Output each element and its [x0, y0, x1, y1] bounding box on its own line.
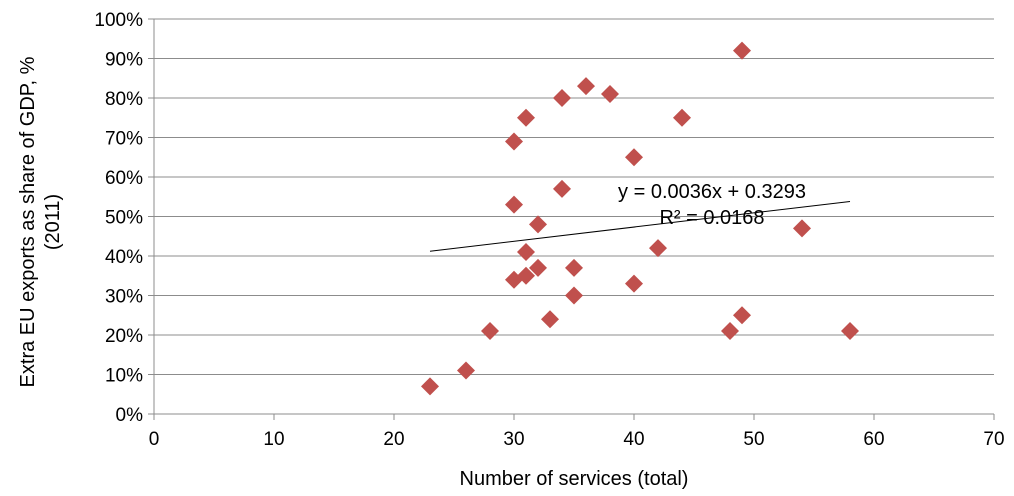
- data-point: [733, 41, 751, 60]
- data-point: [553, 89, 571, 107]
- data-point: [721, 322, 739, 341]
- data-point: [649, 239, 667, 258]
- trendline-equation: y = 0.0036x + 0.3293: [618, 181, 806, 203]
- data-point: [529, 258, 547, 277]
- y-axis-title-line-2: (2011): [42, 194, 64, 250]
- data-point: [541, 310, 559, 329]
- data-point: [601, 85, 619, 104]
- x-tick-label: 10: [263, 429, 284, 450]
- data-point: [553, 179, 571, 198]
- x-tick-label: 60: [863, 429, 884, 450]
- x-tick-label: 50: [743, 429, 764, 450]
- y-tick-label: 80%: [105, 89, 143, 110]
- trendline-group: [429, 200, 851, 252]
- data-point: [505, 132, 523, 151]
- data-point: [529, 215, 547, 234]
- y-tick-label: 10%: [105, 366, 143, 387]
- y-axis-ticks: 0% 10% 20% 30% 40% 50% 60% 70% 80% 90% 100%: [94, 10, 154, 426]
- data-point: [421, 377, 439, 396]
- y-tick-label: 40%: [105, 247, 143, 268]
- x-tick-label: 30: [503, 429, 524, 450]
- gridlines: [154, 18, 994, 375]
- data-point: [457, 361, 475, 380]
- data-point: [505, 195, 523, 214]
- y-tick-label: 50%: [105, 208, 143, 229]
- data-point: [517, 266, 535, 285]
- y-tick-label: 100%: [94, 10, 143, 31]
- x-tick-label: 70: [983, 429, 1004, 450]
- data-point: [577, 77, 595, 96]
- data-points: [421, 41, 859, 396]
- data-point: [517, 243, 535, 262]
- data-point: [793, 219, 811, 238]
- data-point: [733, 306, 751, 325]
- x-tick-label: 40: [623, 429, 644, 450]
- y-tick-label: 60%: [105, 168, 143, 189]
- y-tick-label: 0%: [116, 405, 144, 426]
- y-tick-label: 20%: [105, 326, 143, 347]
- data-point: [481, 322, 499, 341]
- trendline: [429, 200, 851, 252]
- data-point: [517, 108, 535, 127]
- data-point: [673, 108, 691, 127]
- trendline-r-squared: R² = 0.0168: [659, 207, 764, 229]
- x-axis-title: Number of services (total): [460, 468, 689, 490]
- data-point: [625, 274, 643, 293]
- x-tick-label: 20: [383, 429, 404, 450]
- x-axis-ticks: 0 10 20 30 40 50 60 70: [149, 414, 1005, 450]
- x-tick-label: 0: [149, 429, 160, 450]
- y-tick-label: 70%: [105, 129, 143, 150]
- y-tick-label: 30%: [105, 287, 143, 308]
- data-point: [841, 322, 859, 341]
- y-tick-label: 90%: [105, 50, 143, 71]
- data-point: [565, 258, 583, 277]
- data-point: [625, 148, 643, 167]
- y-axis-title-line-1: Extra EU exports as share of GDP, %: [17, 56, 39, 387]
- data-point: [565, 286, 583, 305]
